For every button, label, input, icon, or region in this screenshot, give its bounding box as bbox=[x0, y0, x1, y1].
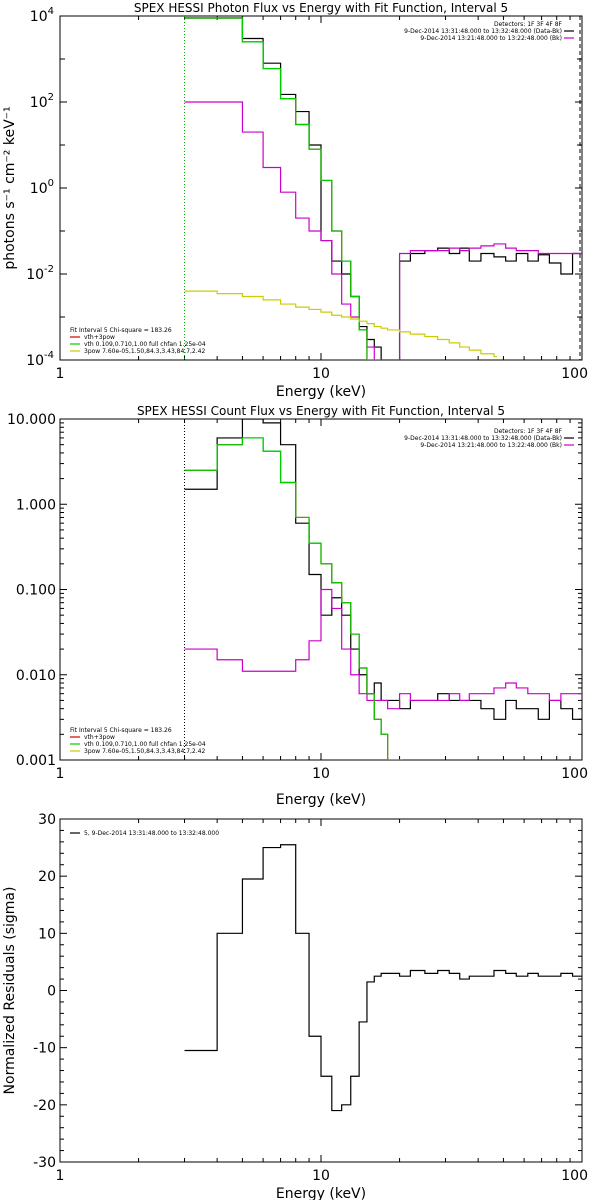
x-tick-label: 100 bbox=[561, 766, 588, 782]
series-group bbox=[184, 419, 582, 760]
legend-text: Detectors: 1F 3F 4F 8F bbox=[494, 21, 563, 28]
series-line-2 bbox=[184, 588, 582, 710]
series-group bbox=[184, 844, 582, 1112]
x-axis-label: Energy (keV) bbox=[276, 1186, 366, 1200]
legend-text: 9-Dec-2014 13:21:48.000 to 13:22:48.000 … bbox=[420, 35, 562, 42]
y-tick-label: 0.100 bbox=[16, 583, 56, 599]
y-tick-label: 20 bbox=[38, 869, 56, 885]
y-tick-label: 0.001 bbox=[16, 753, 56, 769]
legend-text: vth 0.109,0.710,1.00 full chfan 1.25e-04 bbox=[84, 341, 206, 348]
legend-text: vth+3pow bbox=[84, 734, 115, 741]
chart-panel-2: 1 10 100 Energy (keV) SPEX HESSI Count Flux … bbox=[7, 404, 588, 808]
x-tick-label: 100 bbox=[561, 366, 588, 382]
chart-title: SPEX HESSI Photon Flux vs Energy with Fi… bbox=[134, 1, 508, 15]
x-tick-label: 100 bbox=[561, 1168, 588, 1184]
series-line-1 bbox=[184, 844, 582, 1112]
x-tick-label: 1 bbox=[56, 1168, 65, 1184]
y-tick-label: 0 bbox=[47, 984, 56, 1000]
y-tick-label: 10-4 bbox=[26, 350, 54, 369]
legend-text: vth+3pow bbox=[84, 334, 115, 341]
y-tick-label: -20 bbox=[33, 1098, 56, 1114]
y-axis-label: Normalized Residuals (sigma) bbox=[2, 887, 18, 1095]
legend-text: Fit Interval 5 Chi-square = 183.26 bbox=[70, 327, 172, 334]
chart-panel-3: 1 10 100 Energy (keV) -30 -20 -10 0 10 20 30 Normal… bbox=[2, 812, 588, 1202]
legend-text: Detectors: 1F 3F 4F 8F bbox=[494, 428, 563, 435]
x-tick-label: 1 bbox=[56, 366, 65, 382]
y-tick-label: 0.010 bbox=[16, 668, 56, 684]
y-tick-label: 102 bbox=[30, 92, 54, 111]
x-axis-label: Energy (keV) bbox=[276, 792, 366, 808]
legend-text: vth 0.109,0.710,1.00 full chfan 1.25e-04 bbox=[84, 741, 206, 748]
series-line-2 bbox=[184, 101, 582, 360]
y-tick-label: -30 bbox=[33, 1155, 56, 1171]
y-tick-label: 104 bbox=[30, 6, 54, 25]
series-line-1 bbox=[184, 17, 582, 360]
y-tick-label: 30 bbox=[38, 812, 56, 828]
y-tick-label: 100 bbox=[30, 178, 54, 197]
series-line-5 bbox=[184, 290, 497, 358]
legend-text: 5, 9-Dec-2014 13:31:48.000 to 13:32:48.0… bbox=[84, 830, 219, 837]
chart-title: SPEX HESSI Count Flux vs Energy with Fit… bbox=[137, 404, 505, 418]
series-group bbox=[184, 17, 582, 360]
x-tick-label: 10 bbox=[312, 1168, 330, 1184]
series-line-4 bbox=[184, 437, 403, 760]
x-tick-label: 10 bbox=[312, 766, 330, 782]
legend-text: 9-Dec-2014 13:31:48.000 to 13:32:48.000 … bbox=[404, 28, 562, 35]
y-tick-label: -10 bbox=[33, 1041, 56, 1057]
y-axis-label: photons s⁻¹ cm⁻² keV⁻¹ bbox=[2, 106, 18, 269]
y-tick-label: 10 bbox=[38, 926, 56, 942]
legend-text: Fit Interval 5 Chi-square = 183.26 bbox=[70, 727, 172, 734]
y-tick-label: 10-2 bbox=[26, 264, 54, 283]
legend-text: 9-Dec-2014 13:31:48.000 to 13:32:48.000 … bbox=[404, 435, 562, 442]
y-tick-label: 1.000 bbox=[16, 497, 56, 513]
chart-panel-1: 1 10 100 Energy (keV) SPEX HESSI Photon Flux… bbox=[2, 1, 588, 400]
x-axis-label: Energy (keV) bbox=[276, 384, 366, 400]
x-tick-label: 1 bbox=[56, 766, 65, 782]
x-tick-label: 10 bbox=[312, 366, 330, 382]
legend-text: 3pow 7.60e-05,1.50,84.3,3.43,84.7,2.42 bbox=[84, 348, 205, 355]
y-tick-label: 10.000 bbox=[7, 412, 56, 428]
legend-text: 9-Dec-2014 13:21:48.000 to 13:22:48.000 … bbox=[420, 442, 562, 449]
series-line-4 bbox=[184, 17, 375, 360]
legend-text: 3pow 7.60e-05,1.50,84.3,3.43,84.7,2.42 bbox=[84, 748, 205, 755]
